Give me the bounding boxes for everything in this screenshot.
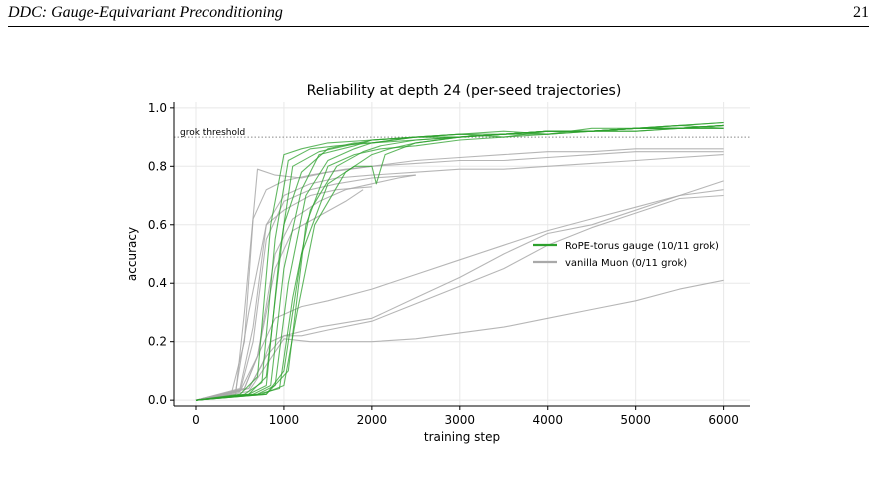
x-tick-label: 2000 (357, 413, 388, 427)
legend: RoPE-torus gauge (10/11 grok) vanilla Muo… (533, 241, 719, 269)
muon-seed-line (195, 186, 372, 401)
y-tick-label: 0.4 (148, 276, 167, 290)
gauge-seed-line (195, 124, 724, 401)
x-tick-label: 4000 (532, 413, 563, 427)
x-tick-label: 6000 (708, 413, 739, 427)
muon-seed-line (195, 279, 724, 401)
series-lines (195, 121, 724, 401)
y-tick-label: 0.0 (148, 393, 167, 407)
muon-seed-line (195, 189, 364, 401)
x-tick-label: 5000 (620, 413, 651, 427)
x-tick-label: 0 (192, 413, 200, 427)
page-header: DDC: Gauge-Equivariant Preconditioning 2… (8, 4, 869, 27)
y-axis-label: accuracy (125, 227, 139, 281)
x-tick-label: 1000 (269, 413, 300, 427)
y-tick-label: 0.6 (148, 218, 167, 232)
muon-seed-line (195, 154, 724, 401)
muon-seed-line (195, 189, 724, 401)
muon-seed-line (195, 180, 724, 401)
y-tick-label: 0.8 (148, 159, 167, 173)
x-tick-label: 3000 (445, 413, 476, 427)
axes (173, 102, 750, 407)
muon-seed-line (195, 174, 416, 401)
threshold-label: grok threshold (180, 128, 245, 138)
muon-seed-line (195, 194, 724, 401)
x-axis-label: training step (424, 430, 500, 444)
legend-label: vanilla Muon (0/11 grok) (565, 258, 687, 269)
ticks: 0 1000 2000 3000 4000 5000 6000 0.0 0.2 0.4 0.6 0.8… (148, 101, 739, 427)
y-tick-label: 0.2 (148, 335, 167, 349)
running-title: DDC: Gauge-Equivariant Preconditioning (8, 4, 283, 21)
muon-seed-line (195, 174, 416, 401)
gauge-seed-line (195, 127, 724, 401)
y-tick-label: 1.0 (148, 101, 167, 115)
chart-title: Reliability at depth 24 (per-seed trajec… (307, 83, 622, 99)
legend-label: RoPE-torus gauge (10/11 grok) (565, 241, 719, 252)
page-number: 21 (853, 4, 869, 21)
muon-seed-line (195, 151, 724, 401)
